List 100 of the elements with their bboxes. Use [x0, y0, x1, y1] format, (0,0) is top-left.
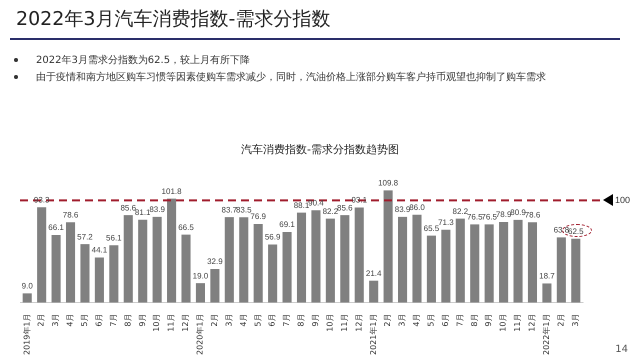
x-tick-label: 7月: [108, 314, 118, 327]
bar: [181, 234, 191, 303]
bar: [296, 212, 306, 303]
bar: [124, 215, 133, 303]
bar: [441, 230, 450, 303]
x-tick-label: 5月: [253, 314, 262, 327]
data-label: 76.9: [250, 212, 267, 222]
data-label: 85.6: [337, 203, 354, 212]
x-tick-label: 12月: [354, 314, 364, 332]
x-tick-label: 2021年1月: [368, 314, 378, 356]
bar: [80, 244, 90, 303]
bar: [94, 258, 104, 303]
bar: [22, 293, 32, 303]
x-tick-label: 11月: [513, 314, 522, 332]
data-label: 32.9: [207, 257, 224, 266]
data-label: 66.5: [178, 222, 194, 232]
x-tick-label: 2020年1月: [196, 314, 205, 356]
bar: [499, 222, 508, 303]
bar: [470, 224, 480, 303]
ref-line-label: 100: [615, 194, 630, 205]
x-tick-label: 9月: [311, 314, 320, 327]
x-tick-label: 3月: [398, 314, 407, 327]
data-label: 82.2: [452, 206, 469, 216]
data-label: 80.9: [510, 208, 526, 218]
bar: [109, 245, 118, 303]
x-tick-label: 10月: [325, 314, 334, 332]
chart-title: 2022年3月汽车消费指数-需求分指数: [16, 7, 330, 32]
text: 14: [615, 344, 628, 355]
x-tick-label: 7月: [282, 314, 292, 327]
data-label: 62.5: [568, 226, 584, 236]
text: 2022年3月需求分指数为62.5，较上月有所下降: [36, 55, 250, 66]
bar: [513, 220, 523, 303]
bar: [254, 224, 263, 303]
data-label: 71.3: [438, 218, 454, 227]
bar: [528, 222, 538, 303]
data-label: 83.9: [394, 205, 411, 214]
data-label: 81.1: [134, 208, 152, 217]
x-tick-label: 2月: [383, 314, 392, 327]
x-tick-label: 3月: [51, 314, 60, 327]
x-tick-label: 10月: [152, 314, 162, 332]
data-label: 56.1: [106, 233, 122, 242]
data-label: 63.8: [554, 226, 570, 235]
data-label: 88.1: [294, 200, 310, 210]
data-label: 57.2: [77, 232, 94, 242]
x-tick-label: 7月: [455, 314, 464, 327]
data-label: 66.1: [48, 223, 64, 232]
x-tick-label: 8月: [296, 314, 306, 327]
x-tick-label: 3月: [570, 314, 580, 327]
bar: [542, 283, 552, 303]
bar: [354, 207, 364, 303]
data-label: 86.0: [409, 202, 426, 212]
data-label: 83.9: [149, 205, 166, 214]
bar: [384, 190, 393, 303]
x-tick-label: 5月: [426, 314, 436, 327]
x-tick-label: 9月: [138, 314, 147, 327]
data-label: 21.4: [366, 268, 382, 278]
x-tick-label: 6月: [94, 314, 104, 327]
x-tick-label: 4月: [238, 314, 248, 327]
data-label: 101.8: [162, 186, 182, 196]
bar: [426, 236, 436, 303]
data-label: 19.0: [192, 271, 209, 280]
x-tick-label: 12月: [181, 314, 190, 332]
bar: [152, 216, 162, 303]
bar: [52, 235, 61, 303]
data-label: 78.9: [496, 210, 512, 220]
data-label: 109.8: [378, 178, 399, 188]
bar: [239, 217, 248, 303]
bar: [37, 207, 46, 303]
data-label: 44.1: [92, 246, 108, 255]
bar: [210, 268, 220, 303]
data-label: 78.6: [62, 210, 79, 220]
bar: [167, 198, 176, 303]
text: 由于疫情和南方地区购车习惯等因素使购车需求减少，同时，汽油价格上涨部分购车客户持币观望也抑制了购车需求: [36, 72, 546, 83]
x-tick-label: 6月: [440, 314, 450, 327]
data-label: 18.7: [539, 272, 556, 281]
bar: [224, 217, 234, 303]
bar: [484, 224, 494, 303]
x-tick-label: 3月: [224, 314, 234, 327]
data-label: 85.6: [120, 203, 137, 212]
x-tick-label: 6月: [268, 314, 277, 327]
bar: [556, 237, 566, 303]
bar: [398, 216, 408, 303]
data-label: 82.2: [322, 206, 339, 216]
data-label: 83.5: [236, 205, 252, 214]
data-label: 56.9: [264, 232, 281, 242]
data-label: 78.6: [524, 210, 541, 220]
x-tick-label: 8月: [123, 314, 132, 327]
x-tick-label: 2月: [210, 314, 219, 327]
data-label: 9.0: [22, 282, 34, 291]
bar: [326, 218, 335, 303]
bar: [571, 238, 580, 303]
x-tick-label: 11月: [340, 314, 349, 332]
bar: [268, 244, 278, 303]
data-label: 69.1: [279, 220, 296, 230]
x-tick-label: 9月: [484, 314, 494, 327]
chart-subtitle: 汽车消费指数-需求分指数趋势图: [240, 142, 400, 157]
data-label: 65.5: [424, 224, 440, 233]
x-tick-label: 5月: [80, 314, 90, 327]
bar: [66, 222, 76, 303]
bar: [412, 214, 422, 303]
